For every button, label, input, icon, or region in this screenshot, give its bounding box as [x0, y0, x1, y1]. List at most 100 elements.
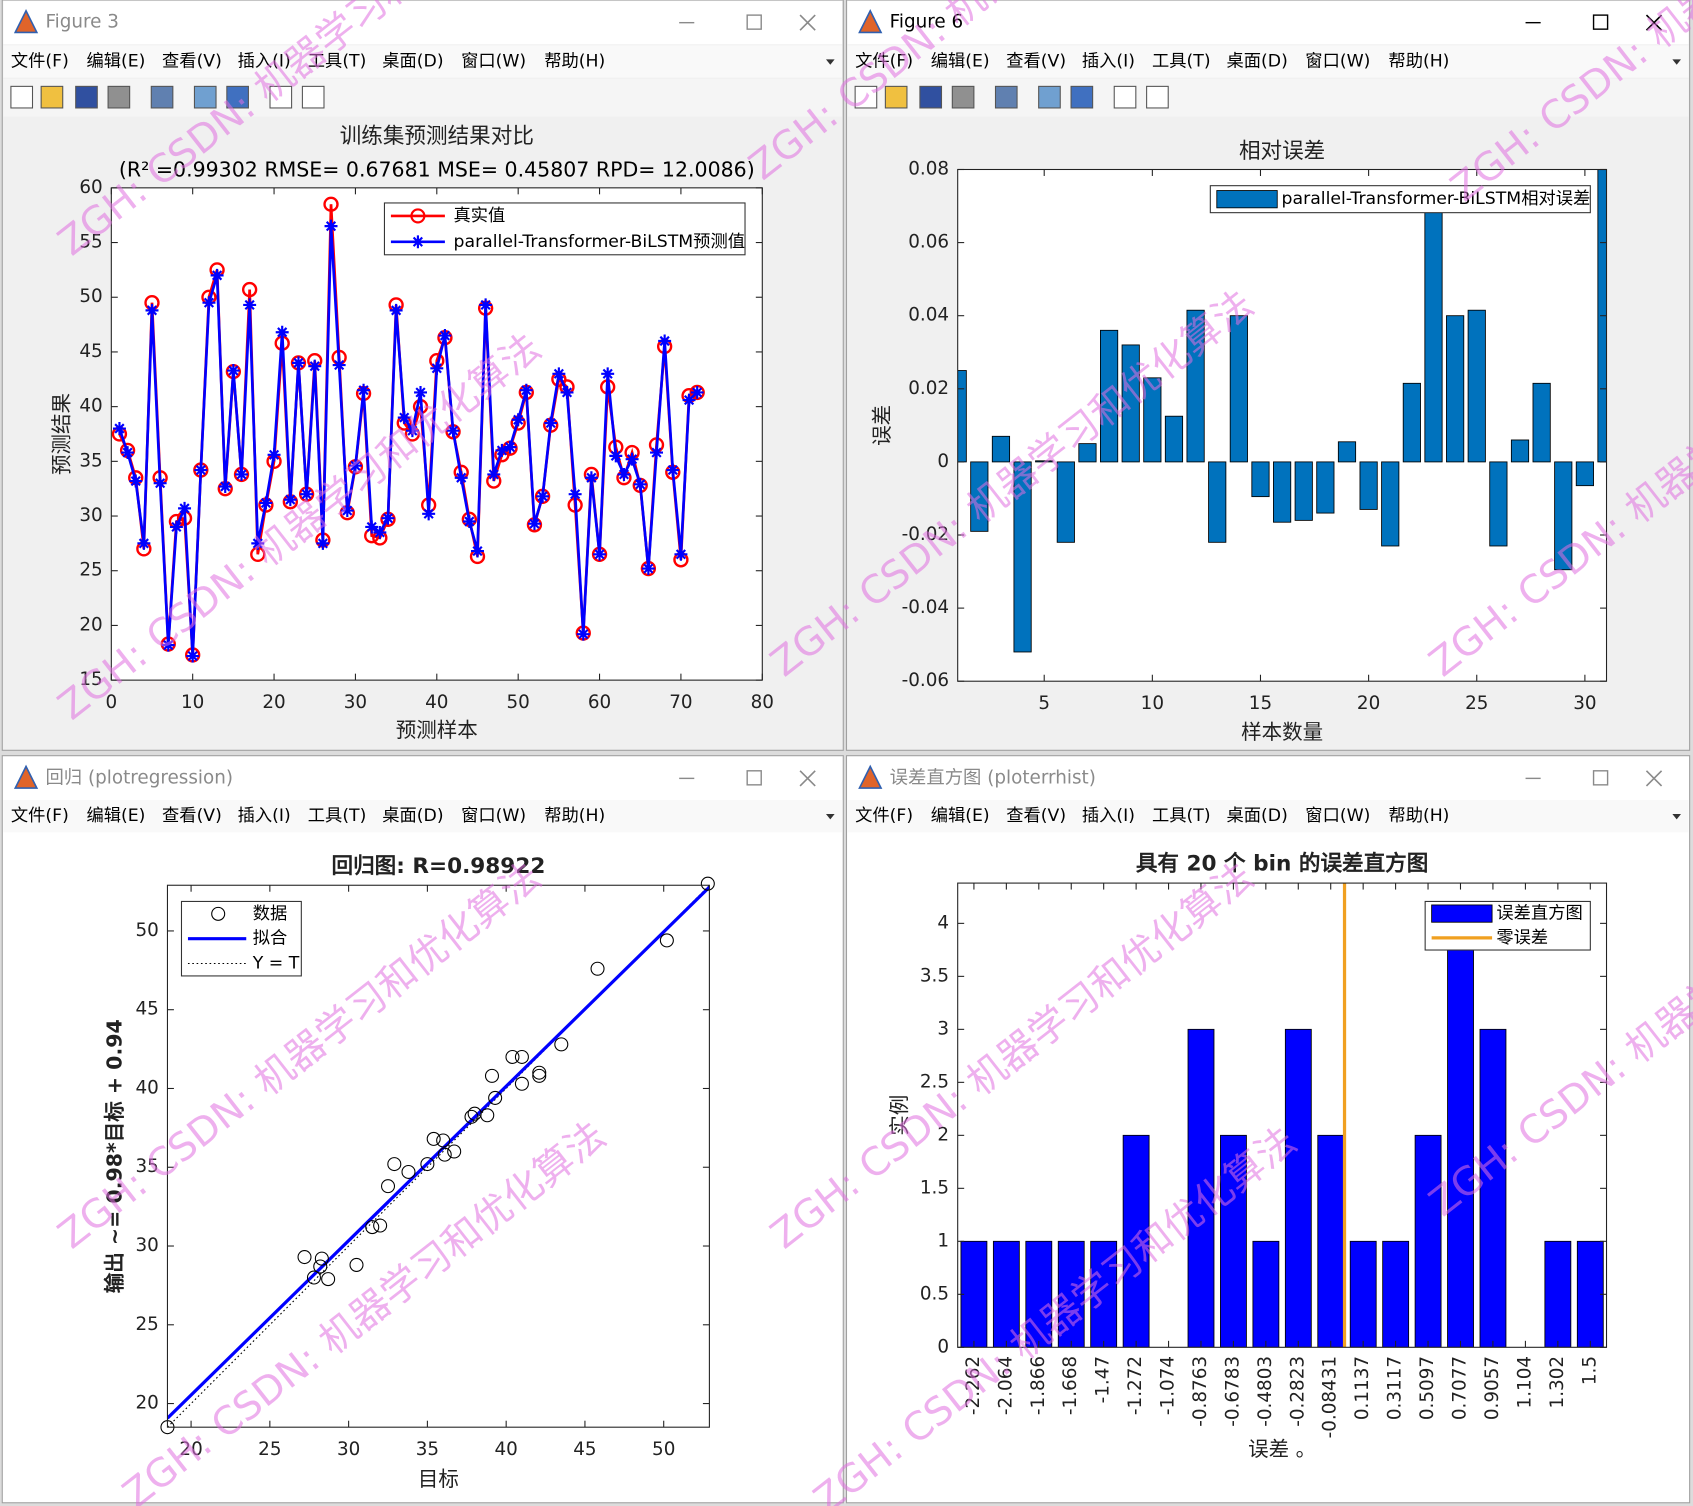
x-tick-label: -2.064 — [995, 1356, 1016, 1415]
menu-item[interactable]: 插入(I) — [1082, 52, 1135, 72]
data-point — [267, 448, 281, 462]
chart-title: 训练集预测结果对比 — [340, 124, 534, 149]
menu-item[interactable]: 桌面(D) — [1227, 806, 1288, 826]
close-button[interactable] — [1645, 14, 1663, 31]
menu-item[interactable]: 插入(I) — [1082, 806, 1135, 826]
menu-item[interactable]: 工具(T) — [1152, 806, 1211, 826]
histogram-bar — [1479, 1028, 1507, 1348]
toolbar-button[interactable] — [1038, 85, 1061, 109]
menu-item[interactable]: 查看(V) — [1006, 52, 1066, 72]
menu-item[interactable]: 帮助(H) — [1388, 52, 1449, 72]
menu-item[interactable]: 编辑(E) — [931, 52, 990, 72]
toolbar-button[interactable] — [10, 85, 34, 109]
y-tick-label: 15 — [79, 669, 102, 690]
x-tick-label: 0.5097 — [1417, 1356, 1438, 1420]
menu-arrow — [825, 813, 835, 820]
menu-item[interactable]: 工具(T) — [308, 52, 367, 72]
menu-item[interactable]: 工具(T) — [308, 806, 367, 826]
toolbar-button[interactable] — [1146, 85, 1169, 109]
y-tick-label: 60 — [79, 177, 102, 198]
toolbar-button[interactable] — [301, 85, 325, 109]
y-tick-label: 3 — [937, 1018, 949, 1039]
menu-item[interactable]: 窗口(W) — [461, 806, 526, 826]
maximize-button[interactable] — [746, 14, 762, 30]
bar — [1078, 443, 1097, 463]
close-button[interactable] — [799, 770, 816, 787]
data-point — [137, 536, 151, 550]
plot-area — [957, 883, 1607, 1348]
y-axis-label: 误差 — [870, 405, 894, 446]
histogram-bar — [1252, 1240, 1280, 1348]
menu-item[interactable]: 查看(V) — [1006, 806, 1066, 826]
menu-item[interactable]: 帮助(H) — [544, 806, 605, 826]
maximize-button[interactable] — [746, 770, 762, 786]
menu-item[interactable]: 文件(F) — [855, 806, 913, 826]
menu-item[interactable]: 编辑(E) — [86, 806, 145, 826]
data-point — [674, 547, 688, 561]
data-point — [480, 1108, 495, 1123]
data-point — [560, 385, 574, 399]
data-point — [514, 1049, 529, 1064]
menu-item[interactable]: 窗口(W) — [1305, 806, 1370, 826]
legend-box — [383, 202, 746, 256]
data-point — [313, 1259, 328, 1274]
close-button[interactable] — [799, 14, 816, 31]
menu-item[interactable]: 查看(V) — [162, 52, 222, 72]
data-point — [365, 1220, 380, 1235]
toolbar-button[interactable] — [150, 85, 174, 109]
toolbar-button[interactable] — [107, 85, 131, 109]
toolbar-button[interactable] — [884, 85, 908, 109]
toolbar-button[interactable] — [1113, 85, 1137, 109]
data-point — [462, 515, 476, 528]
menu-item[interactable]: 查看(V) — [162, 806, 222, 826]
close-button[interactable] — [1645, 770, 1663, 787]
bar — [1316, 461, 1335, 514]
menu-item[interactable]: 桌面(D) — [1227, 52, 1288, 72]
toolbar-button[interactable] — [40, 85, 64, 109]
y-tick-label: 50 — [79, 286, 102, 307]
menu-item[interactable]: 文件(F) — [11, 806, 69, 826]
menu-item[interactable]: 窗口(W) — [461, 52, 526, 72]
data-point — [495, 443, 509, 457]
plot-area — [957, 169, 1607, 682]
menu-item[interactable]: 文件(F) — [855, 52, 913, 72]
toolbar-button[interactable] — [994, 85, 1018, 109]
y-tick-label: 40 — [135, 1077, 158, 1098]
toolbar-button[interactable] — [951, 85, 975, 109]
data-point — [297, 1250, 312, 1265]
x-tick-label: 25 — [258, 1439, 281, 1460]
toolbar-button[interactable] — [854, 85, 878, 109]
toolbar-button[interactable] — [269, 85, 293, 109]
menu-item[interactable]: 工具(T) — [1152, 52, 1211, 72]
menu-item[interactable]: 编辑(E) — [86, 52, 145, 72]
toolbar-button[interactable] — [1070, 85, 1094, 109]
y-tick-label: 45 — [79, 341, 102, 362]
menu-item[interactable]: 桌面(D) — [382, 52, 443, 72]
maximize-button[interactable] — [1592, 14, 1609, 30]
data-point — [129, 474, 143, 488]
toolbar-button[interactable] — [75, 85, 98, 109]
x-axis-label: 预测样本 — [396, 718, 478, 742]
data-point — [488, 1090, 503, 1105]
data-point — [641, 562, 655, 576]
chart-title: 具有 20 个 bin 的误差直方图 — [1136, 851, 1428, 877]
menu-item[interactable]: 文件(F) — [11, 52, 69, 72]
y-tick-label: 2.5 — [920, 1071, 949, 1092]
x-tick-label: 0 — [105, 692, 117, 713]
menu-item[interactable]: 桌面(D) — [382, 806, 443, 826]
menu-item[interactable]: 帮助(H) — [1388, 806, 1449, 826]
maximize-button[interactable] — [1592, 770, 1609, 786]
title-bar — [847, 1, 1689, 45]
toolbar-button[interactable] — [919, 85, 943, 109]
menu-item[interactable]: 插入(I) — [238, 806, 291, 826]
menu-item[interactable]: 编辑(E) — [931, 806, 990, 826]
menu-bar — [847, 45, 1689, 78]
legend-marker — [411, 235, 425, 249]
toolbar-button[interactable] — [193, 85, 217, 109]
menu-item[interactable]: 帮助(H) — [544, 52, 605, 72]
toolbar-button[interactable] — [226, 85, 249, 109]
menu-item[interactable]: 窗口(W) — [1305, 52, 1370, 72]
bar — [1424, 209, 1443, 463]
menu-item[interactable]: 插入(I) — [238, 52, 291, 72]
